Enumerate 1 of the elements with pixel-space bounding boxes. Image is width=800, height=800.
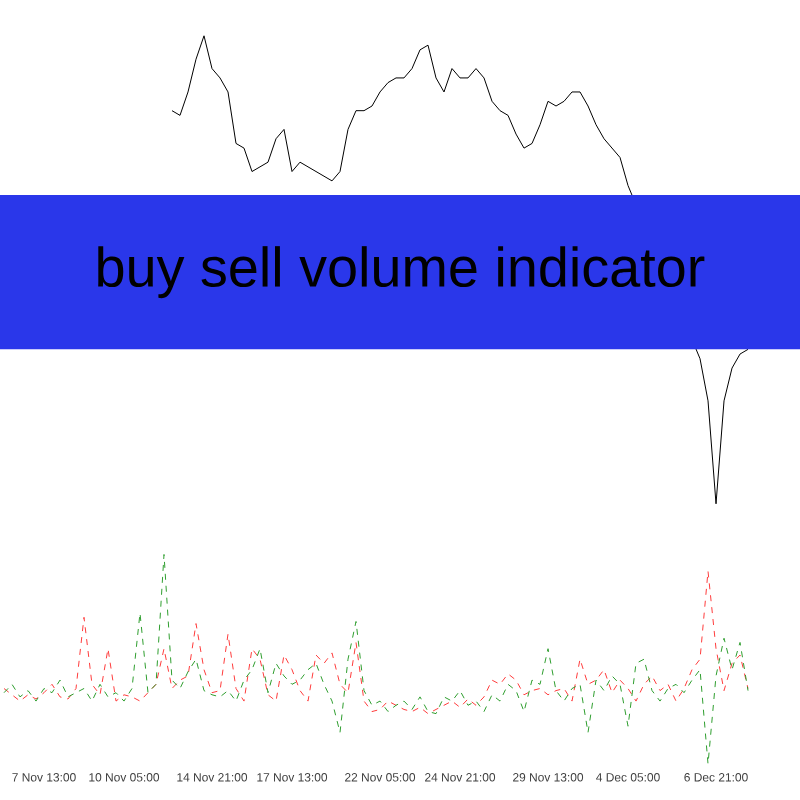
band-label: buy sell volume indicator <box>98 246 705 299</box>
